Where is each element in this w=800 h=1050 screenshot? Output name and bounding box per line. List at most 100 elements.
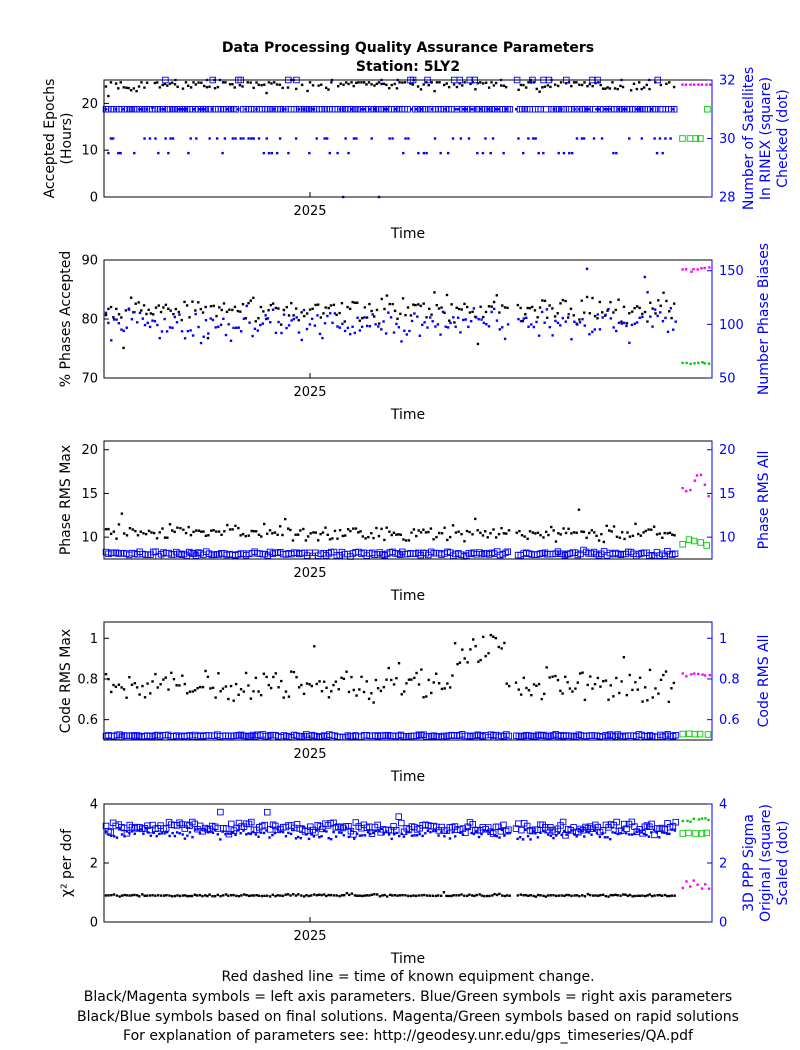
data-point: [263, 894, 266, 898]
data-point: [703, 483, 707, 486]
data-point: [557, 532, 560, 535]
data-point: [281, 86, 284, 90]
data-point: [311, 732, 318, 740]
data-point: [294, 533, 297, 536]
data-point: [625, 324, 628, 328]
data-point: [525, 686, 528, 690]
data-point: [305, 682, 309, 685]
data-point: [265, 91, 268, 95]
data-point: [627, 833, 631, 836]
data-point: [590, 548, 598, 556]
data-point: [551, 334, 554, 337]
y2-tick-label: 50: [719, 372, 736, 387]
data-point: [385, 895, 389, 898]
data-point: [681, 886, 684, 890]
data-point: [262, 151, 266, 155]
data-point: [274, 894, 277, 898]
data-point: [466, 305, 469, 309]
data-point: [690, 537, 698, 545]
data-point: [175, 831, 179, 834]
data-point: [302, 895, 306, 898]
data-point: [312, 829, 319, 836]
data-point: [104, 311, 108, 315]
data-point: [488, 894, 491, 898]
data-point: [402, 835, 406, 838]
y-tick-label: 15: [81, 487, 98, 502]
data-point: [648, 820, 655, 828]
data-point: [214, 828, 217, 832]
data-point: [277, 686, 280, 689]
data-point: [444, 108, 447, 111]
data-point: [231, 83, 234, 86]
data-point: [236, 309, 240, 313]
data-point: [367, 697, 371, 701]
data-point: [658, 893, 661, 897]
data-point: [211, 831, 215, 835]
data-point: [614, 893, 617, 897]
data-point: [249, 299, 252, 302]
data-point: [643, 822, 651, 829]
data-point: [443, 526, 446, 529]
data-point: [597, 894, 600, 897]
data-point: [208, 137, 211, 140]
data-point: [380, 297, 383, 301]
data-point: [300, 894, 303, 897]
data-point: [672, 108, 675, 111]
data-point: [596, 676, 600, 680]
data-point: [363, 306, 367, 309]
data-point: [334, 835, 338, 838]
data-point: [685, 880, 688, 883]
data-point: [517, 88, 520, 91]
data-point: [261, 322, 264, 325]
data-point: [519, 836, 522, 839]
data-point: [664, 316, 667, 320]
data-point: [173, 834, 177, 838]
y2-tick-label: 1: [719, 632, 727, 647]
data-point: [637, 81, 641, 84]
data-point: [617, 108, 621, 111]
data-point: [112, 530, 116, 533]
data-point: [203, 84, 206, 88]
data-point: [317, 893, 321, 896]
data-point: [126, 821, 133, 829]
data-point: [560, 833, 563, 837]
data-point: [651, 831, 658, 839]
data-point: [447, 85, 451, 89]
data-point: [422, 696, 425, 699]
y2-axis-label: Original (square): [758, 804, 774, 922]
data-point: [480, 318, 483, 321]
data-point: [639, 534, 643, 537]
data-point: [598, 835, 601, 839]
data-point: [184, 81, 188, 84]
data-point: [229, 894, 233, 897]
data-point: [332, 303, 336, 307]
data-point: [404, 539, 408, 542]
data-point: [699, 473, 703, 477]
data-point: [410, 531, 413, 534]
data-point: [690, 673, 693, 676]
data-point: [536, 316, 539, 319]
data-point: [232, 699, 235, 702]
data-point: [297, 835, 300, 839]
data-point: [228, 528, 232, 531]
data-point: [638, 829, 641, 832]
data-point: [170, 529, 174, 532]
data-point: [308, 81, 312, 84]
data-point: [519, 83, 523, 87]
data-point: [491, 894, 494, 897]
data-point: [476, 529, 479, 532]
data-point: [454, 835, 457, 838]
data-point: [458, 82, 461, 85]
data-point: [343, 320, 347, 323]
data-point: [696, 883, 699, 886]
data-point: [479, 531, 482, 535]
data-point: [295, 675, 298, 679]
y2-axis-label: Number Phase Biases: [756, 243, 772, 395]
data-point: [485, 829, 489, 833]
data-point: [284, 834, 288, 838]
data-point: [204, 669, 207, 673]
data-point: [494, 636, 498, 640]
data-point: [429, 830, 432, 834]
data-point: [368, 108, 371, 111]
data-point: [435, 535, 438, 539]
